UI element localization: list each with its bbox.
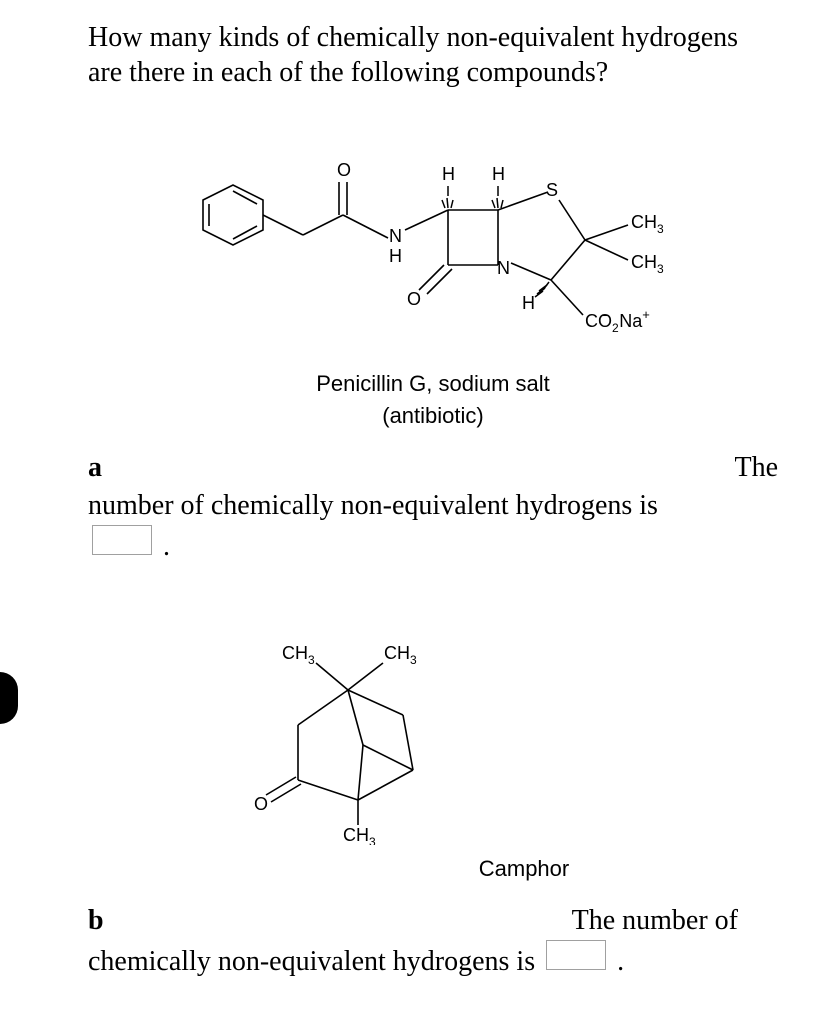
oxygen-1-label: O [337, 160, 351, 180]
part-a-the-word: The [734, 449, 778, 487]
part-a-period: . [163, 531, 170, 562]
sulfur-label: S [546, 180, 558, 200]
oxygen-2-label: O [407, 289, 421, 309]
h2-label: H [492, 164, 505, 184]
h1-label: H [442, 164, 455, 184]
camphor-structure: O CH3 CH3 CH3 Camphor [128, 625, 778, 882]
camphor-svg: O CH3 CH3 CH3 [208, 625, 508, 845]
camphor-ch3-top2: CH3 [384, 643, 417, 667]
part-b-section: O CH3 CH3 CH3 Camphor b Camphor The numb… [88, 625, 778, 981]
question-text: How many kinds of chemically non-equival… [88, 20, 778, 90]
ring-n-label: N [497, 258, 510, 278]
part-b-period: . [617, 946, 624, 977]
ch3-2-label: CH3 [631, 252, 664, 276]
co2na-label: CO2− Na+ [585, 307, 650, 335]
camphor-o-label: O [254, 794, 268, 814]
part-a-answer-text: number of chemically non-equivalent hydr… [88, 490, 658, 521]
part-b-answer-text: chemically non-equivalent hydrogens is [88, 946, 535, 977]
penicillin-structure: O H H N H N S O H CH3 CH3 CO2− Na+ Penic… [88, 130, 778, 429]
penicillin-svg: O H H N H N S O H CH3 CH3 CO2− Na+ [153, 130, 713, 360]
ch3-1-label: CH3 [631, 212, 664, 236]
part-b-input[interactable] [546, 940, 606, 970]
penicillin-caption-line2: (antibiotic) [88, 403, 778, 429]
part-b-trailing: The number of [572, 902, 738, 940]
camphor-caption: Camphor [208, 856, 778, 882]
h3-label: H [522, 293, 535, 313]
part-a-answer-line: a The number of chemically non-equivalen… [88, 449, 778, 565]
left-tab [0, 672, 18, 724]
part-a-label: a [88, 452, 102, 483]
part-b-label: b [88, 905, 104, 936]
part-a-section: O H H N H N S O H CH3 CH3 CO2− Na+ Penic… [88, 130, 778, 565]
amide-n-label: N [389, 226, 402, 246]
part-b-answer-line: b Camphor The number of chemically non-e… [88, 902, 778, 981]
amide-h-label: H [389, 246, 402, 266]
camphor-ch3-bot: CH3 [343, 825, 376, 845]
penicillin-caption-line1: Penicillin G, sodium salt [88, 371, 778, 397]
camphor-ch3-top1: CH3 [282, 643, 315, 667]
part-a-input[interactable] [92, 525, 152, 555]
